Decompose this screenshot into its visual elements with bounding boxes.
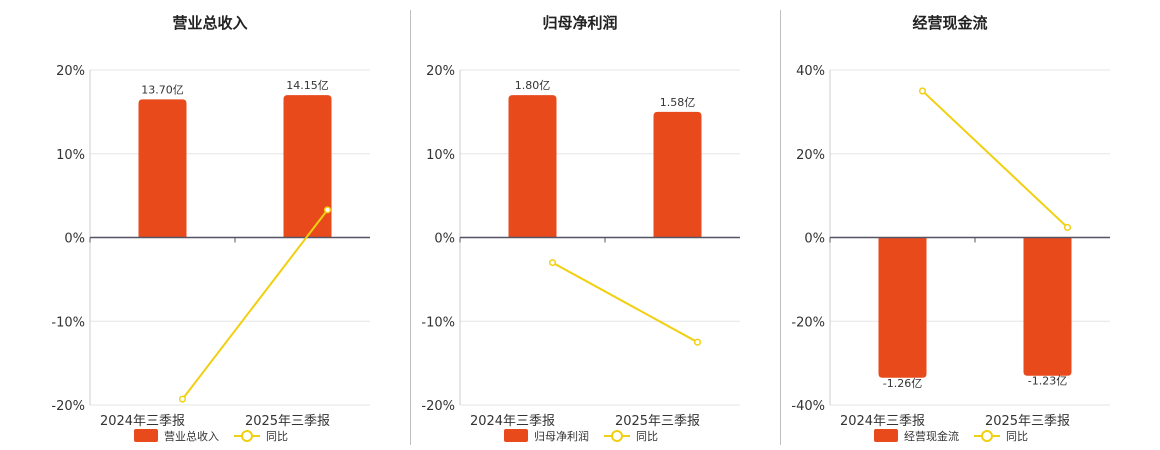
chart-title: 营业总收入 — [172, 14, 247, 32]
legend-line-marker — [981, 430, 993, 442]
chart-panel-cash-flow: 经营现金流 40% 20% 0% -20% -40% -1.26亿 -1.23亿 2024年三季… — [740, 0, 1110, 450]
bar — [1023, 237, 1072, 376]
yoy-point — [918, 87, 927, 95]
bar — [653, 111, 702, 238]
y-tick-label: 20% — [56, 64, 85, 79]
legend-line-label: 同比 — [1006, 430, 1028, 443]
y-tick-label: -20% — [51, 399, 85, 414]
yoy-point — [548, 259, 557, 267]
bar — [283, 95, 332, 238]
legend-line-marker — [241, 430, 253, 442]
legend-bar-swatch — [874, 429, 898, 442]
y-tick-label: 0% — [64, 232, 85, 247]
y-tick-label: 40% — [796, 64, 825, 79]
y-tick-label: 0% — [434, 232, 455, 247]
chart-cash-flow: 经营现金流 40% 20% 0% -20% -40% -1.26亿 -1.23亿 2024年三季… — [791, 14, 1110, 443]
yoy-point — [1063, 223, 1072, 231]
legend-bar-swatch — [504, 429, 528, 442]
yoy-point — [178, 395, 187, 403]
panel-divider — [780, 10, 781, 445]
yoy-point — [693, 338, 702, 346]
x-category-label: 2024年三季报 — [840, 414, 925, 429]
chart-net-profit: 归母净利润 20% 10% 0% -10% -20% 1.80亿 1.58亿 2024年三季报 2… — [421, 14, 740, 443]
yoy-line — [181, 209, 329, 400]
y-tick-label: -10% — [51, 315, 85, 330]
bar — [138, 99, 187, 238]
bar-data-label: 1.58亿 — [660, 96, 696, 109]
bar-data-label: -1.23亿 — [1028, 375, 1067, 388]
legend-bar-label: 营业总收入 — [164, 429, 219, 443]
yoy-line — [552, 261, 698, 344]
y-tick-label: 20% — [796, 148, 825, 163]
chart-title: 经营现金流 — [912, 14, 987, 32]
bar-data-label: 13.70亿 — [141, 83, 184, 96]
chart-panel-revenue: 营业总收入 20% 10% 0% -10% -20% 13.70亿 14.15亿 2024年三季… — [0, 0, 370, 450]
bar-data-label: -1.26亿 — [883, 377, 922, 390]
bar-data-label: 14.15亿 — [286, 79, 329, 92]
chart-revenue: 营业总收入 20% 10% 0% -10% -20% 13.70亿 14.15亿 2024年三季… — [51, 14, 370, 443]
legend-bar-label: 经营现金流 — [904, 429, 959, 443]
x-category-label: 2024年三季报 — [470, 414, 555, 429]
y-tick-label: 0% — [804, 232, 825, 247]
y-tick-label: -20% — [791, 315, 825, 330]
y-tick-label: -40% — [791, 399, 825, 414]
x-category-label: 2024年三季报 — [100, 414, 185, 429]
chart-panel-net-profit: 归母净利润 20% 10% 0% -10% -20% 1.80亿 1.58亿 2024年三季报 2… — [370, 0, 740, 450]
x-category-label: 2025年三季报 — [615, 414, 700, 429]
y-tick-label: -10% — [421, 315, 455, 330]
y-tick-label: -20% — [421, 399, 455, 414]
legend-line-label: 同比 — [636, 430, 658, 443]
y-tick-label: 10% — [56, 148, 85, 163]
yoy-point — [323, 206, 332, 214]
bar-data-label: 1.80亿 — [515, 79, 551, 92]
legend-line-label: 同比 — [266, 430, 288, 443]
yoy-line — [921, 90, 1069, 229]
legend-line-marker — [611, 430, 623, 442]
legend-bar-label: 归母净利润 — [534, 429, 589, 443]
y-tick-label: 20% — [426, 64, 455, 79]
x-category-label: 2025年三季报 — [985, 414, 1070, 429]
bar — [508, 95, 557, 238]
chart-title: 归母净利润 — [542, 14, 617, 32]
x-category-label: 2025年三季报 — [245, 414, 330, 429]
panel-divider — [410, 10, 411, 445]
bar — [878, 237, 927, 378]
y-tick-label: 10% — [426, 148, 455, 163]
legend-bar-swatch — [134, 429, 158, 442]
